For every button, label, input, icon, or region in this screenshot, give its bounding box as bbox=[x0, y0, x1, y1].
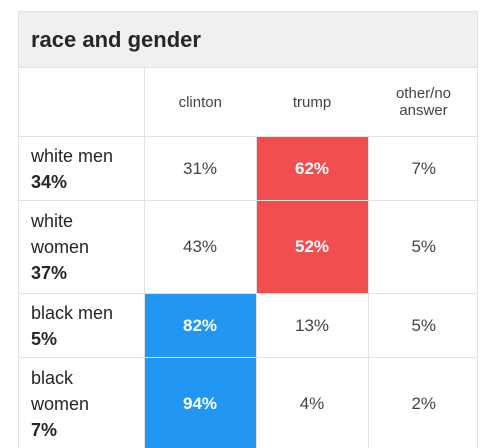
group-share: 5% bbox=[31, 328, 58, 349]
exit-poll-card: race and gender clinton trump other/no a… bbox=[18, 11, 478, 448]
row-label: black women 7% bbox=[19, 357, 145, 448]
trump-cell: 62% bbox=[255, 136, 369, 201]
clinton-cell: 43% bbox=[143, 200, 257, 294]
clinton-cell: 31% bbox=[143, 136, 257, 201]
row-label: black men 5% bbox=[19, 293, 145, 358]
card-title: race and gender bbox=[31, 26, 201, 52]
table-row: black men 5% 82% 13% 5% bbox=[19, 293, 477, 358]
group-name: black women bbox=[31, 368, 90, 414]
group-share: 34% bbox=[31, 171, 68, 192]
column-header-trump: trump bbox=[256, 68, 368, 137]
group-share: 7% bbox=[31, 420, 58, 440]
other-cell: 7% bbox=[367, 136, 477, 201]
group-name: white women bbox=[31, 211, 90, 257]
table-row: white men 34% 31% 62% 7% bbox=[19, 136, 477, 201]
column-header-clinton: clinton bbox=[144, 68, 256, 137]
header-row: clinton trump other/no answer bbox=[19, 68, 477, 137]
other-cell: 2% bbox=[367, 357, 477, 448]
clinton-cell: 82% bbox=[143, 293, 257, 358]
clinton-cell: 94% bbox=[143, 357, 257, 448]
row-label: white men 34% bbox=[19, 136, 145, 201]
column-header-other: other/no answer bbox=[368, 68, 477, 137]
card-header: race and gender bbox=[19, 12, 477, 68]
trump-cell: 52% bbox=[255, 200, 369, 294]
column-header-blank bbox=[19, 68, 145, 137]
results-table: clinton trump other/no answer white men … bbox=[19, 68, 477, 448]
other-cell: 5% bbox=[367, 293, 477, 358]
table-row: white women 37% 43% 52% 5% bbox=[19, 200, 477, 294]
trump-cell: 4% bbox=[255, 357, 369, 448]
trump-cell: 13% bbox=[255, 293, 369, 358]
table-row: black women 7% 94% 4% 2% bbox=[19, 357, 477, 448]
other-cell: 5% bbox=[367, 200, 477, 294]
group-name: white men bbox=[31, 145, 114, 166]
group-name: black men bbox=[31, 302, 114, 323]
row-label: white women 37% bbox=[19, 200, 145, 294]
group-share: 37% bbox=[31, 263, 68, 283]
